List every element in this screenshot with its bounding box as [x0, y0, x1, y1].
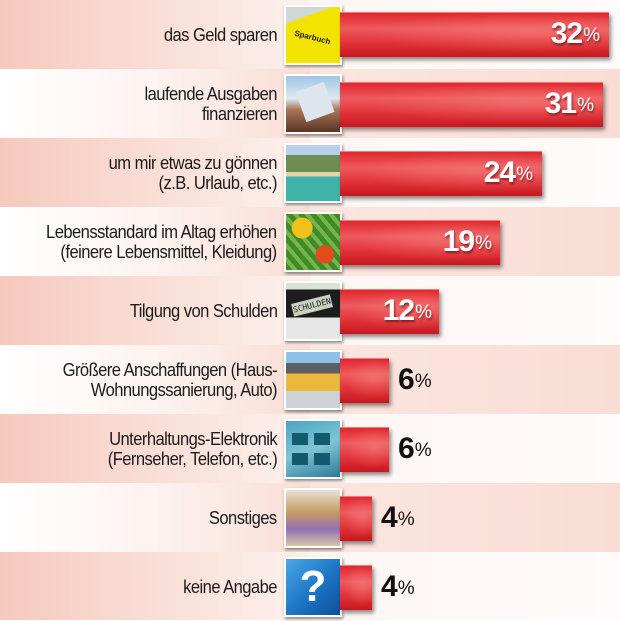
beach-vacation-icon — [284, 143, 342, 203]
value-label: 31% — [545, 82, 594, 126]
question-glyph: ? — [299, 562, 327, 611]
percent-sign: % — [397, 578, 415, 599]
chart-row-debt: Tilgung von Schulden SCHULDEN 12% — [0, 276, 620, 345]
percent-sign: % — [414, 440, 432, 461]
chart-row-expenses: laufende Ausgaben finanzieren 31% — [0, 69, 620, 138]
wallet-money-icon — [284, 74, 342, 134]
bar — [340, 427, 389, 472]
savings-book-icon: Sparbuch — [284, 5, 342, 65]
value-number: 19 — [442, 225, 475, 258]
percent-sign: % — [415, 302, 432, 323]
category-label-line: Tilgung von Schulden — [129, 300, 277, 321]
vegetables-icon — [284, 212, 342, 272]
category-label-line: Größere Anschaffungen (Haus- — [62, 359, 278, 380]
percent-sign: % — [397, 509, 415, 530]
value-label: 4% — [381, 496, 415, 540]
category-label-line: laufende Ausgaben — [144, 83, 278, 104]
row-background — [0, 414, 310, 483]
icon-caption: Sparbuch — [293, 28, 332, 47]
icon-caption: SCHULDEN — [291, 294, 333, 317]
category-label-line: Unterhaltungs-Elektronik — [108, 428, 278, 449]
value-number: 32 — [550, 17, 583, 50]
percent-sign: % — [414, 371, 432, 392]
chart-row-other: Sonstiges 4% — [0, 483, 620, 552]
category-label-line: Wohnungssanierung, Auto) — [90, 379, 278, 400]
category-label-line: finanzieren — [202, 103, 278, 124]
money-coins-icon — [284, 488, 342, 548]
category-label: Sonstiges — [209, 483, 277, 552]
bar — [340, 289, 439, 334]
category-label-line: (feinere Lebensmittel, Kleidung) — [60, 241, 278, 262]
row-background — [0, 207, 310, 276]
value-number: 4 — [381, 570, 398, 603]
value-label: 6% — [398, 358, 432, 402]
percent-sign: % — [516, 164, 533, 185]
bar — [340, 220, 500, 265]
value-label: 12% — [383, 289, 432, 333]
row-background — [0, 483, 310, 552]
value-number: 6 — [398, 432, 415, 465]
category-label-line: (z.B. Urlaub, etc.) — [158, 172, 278, 193]
value-number: 24 — [483, 156, 516, 189]
chart-row-treat: um mir etwas zu gönnen (z.B. Urlaub, etc… — [0, 138, 620, 207]
category-label: Tilgung von Schulden — [129, 276, 277, 345]
television-screens-icon — [284, 419, 342, 479]
bar — [340, 12, 609, 57]
value-label: 4% — [381, 565, 415, 609]
value-label: 6% — [398, 427, 432, 471]
chart-row-electronics: Unterhaltungs-Elektronik (Fernseher, Tel… — [0, 414, 620, 483]
category-label-line: das Geld sparen — [163, 24, 278, 45]
bar — [340, 151, 542, 196]
value-label: 32% — [551, 12, 600, 56]
category-label: Unterhaltungs-Elektronik (Fernseher, Tel… — [107, 414, 278, 483]
value-number: 4 — [381, 501, 398, 534]
bar — [340, 82, 603, 127]
category-label-line: Sonstiges — [209, 507, 277, 528]
category-label: keine Angabe — [183, 552, 277, 621]
bar — [340, 358, 389, 403]
value-number: 6 — [398, 363, 415, 396]
percent-sign: % — [475, 233, 492, 254]
row-background — [0, 138, 310, 207]
category-label-line: um mir etwas zu gönnen — [108, 152, 278, 173]
row-background — [0, 0, 310, 69]
chart-row-savings: das Geld sparen Sparbuch 32% — [0, 0, 620, 69]
bar — [340, 496, 372, 541]
chart-row-no-answer: keine Angabe ? 4% — [0, 552, 620, 620]
calculator-debt-icon: SCHULDEN — [284, 281, 342, 341]
percent-sign: % — [583, 25, 600, 46]
category-label: laufende Ausgaben finanzieren — [144, 69, 278, 138]
value-number: 31 — [544, 87, 577, 120]
category-label: Größere Anschaffungen (Haus- Wohnungssan… — [62, 345, 278, 414]
category-label-line: (Fernseher, Telefon, etc.) — [107, 448, 278, 469]
row-background — [0, 276, 310, 345]
category-label: das Geld sparen — [163, 0, 278, 69]
category-label-line: keine Angabe — [183, 576, 277, 597]
percent-sign: % — [577, 95, 594, 116]
question-mark-icon: ? — [284, 557, 342, 617]
chart-row-purchases: Größere Anschaffungen (Haus- Wohnungssan… — [0, 345, 620, 414]
category-label-line: Lebensstandard im Altag erhöhen — [46, 221, 277, 242]
row-background — [0, 69, 310, 138]
row-background — [0, 345, 310, 414]
chart-row-living-standard: Lebensstandard im Altag erhöhen (feinere… — [0, 207, 620, 276]
house-car-icon — [284, 350, 342, 410]
value-label: 24% — [484, 151, 533, 195]
value-label: 19% — [443, 220, 492, 264]
category-label: um mir etwas zu gönnen (z.B. Urlaub, etc… — [108, 138, 278, 207]
row-background — [0, 552, 310, 620]
bar — [340, 565, 372, 610]
value-number: 12 — [382, 294, 415, 327]
category-label: Lebensstandard im Altag erhöhen (feinere… — [46, 207, 277, 276]
